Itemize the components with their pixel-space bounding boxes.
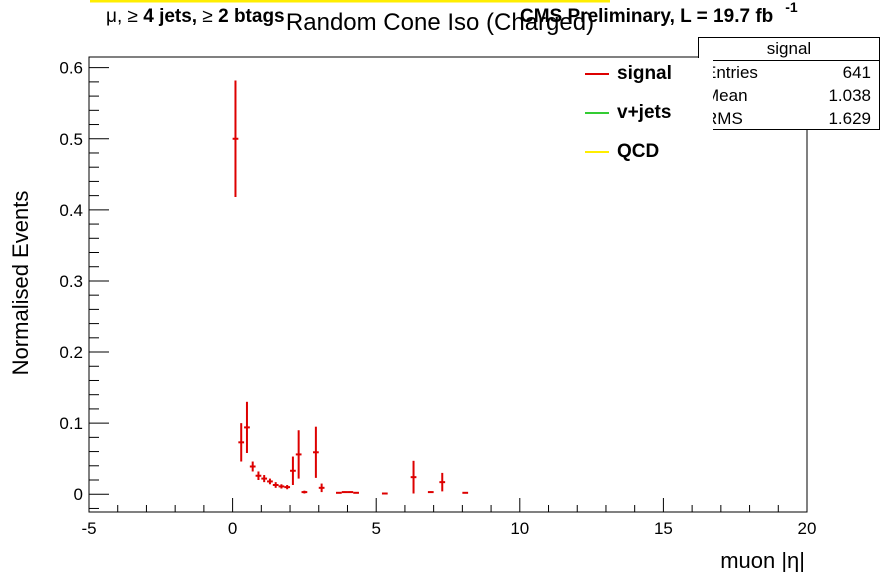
data-point (410, 460, 417, 494)
y-tick-label: 0.5 (59, 130, 83, 149)
data-point (255, 471, 262, 481)
cms-label: CMS Preliminary, L = 19.7 fb -1 (520, 0, 798, 27)
legend-item: QCD (585, 141, 660, 162)
x-axis-label: muon |η| (720, 548, 805, 572)
legend-item: signal (585, 63, 672, 84)
legend: signal v+jets QCD (585, 58, 713, 176)
stats-value: 1.038 (828, 86, 871, 105)
data-point (272, 482, 279, 488)
data-point (249, 461, 256, 472)
data-point (290, 456, 296, 485)
y-tick-label: 0.3 (59, 272, 83, 291)
data-point (232, 80, 239, 198)
y-tick-label: 0 (74, 485, 83, 504)
stats-key: RMS (705, 109, 743, 128)
chart-title: Random Cone Iso (Charged) (286, 9, 594, 36)
legend-swatch (585, 73, 609, 75)
data-points (232, 80, 469, 495)
data-point (261, 475, 268, 483)
x-tick-label: -5 (81, 519, 96, 538)
plot-frame (88, 56, 808, 513)
data-point (341, 491, 348, 494)
y-tick-label: 0.1 (59, 414, 83, 433)
data-point (301, 490, 308, 494)
stats-row: Mean 1.038 (699, 84, 879, 107)
stats-row: RMS 1.629 (699, 107, 879, 130)
legend-item: v+jets (585, 102, 672, 123)
data-point (462, 491, 469, 494)
legend-label: QCD (617, 141, 660, 162)
stats-box: signal Entries 641 Mean 1.038 RMS 1.629 (698, 37, 880, 130)
data-point (295, 430, 302, 479)
x-tick-label: 15 (654, 519, 673, 538)
y-tick-label: 0.2 (59, 343, 83, 362)
data-point (335, 491, 342, 494)
data-point (318, 483, 325, 493)
legend-swatch (585, 151, 609, 153)
x-tick-label: 5 (371, 519, 380, 538)
x-tick-label: 20 (798, 519, 817, 538)
stats-value: 641 (842, 63, 871, 82)
stats-row: Entries 641 (699, 61, 879, 84)
stats-key: Mean (705, 86, 748, 105)
y-tick-label: 0.4 (59, 201, 83, 220)
data-point (278, 484, 285, 489)
x-tick-label: 10 (510, 519, 529, 538)
x-tick-label: 0 (228, 519, 237, 538)
stats-title: signal (699, 38, 879, 61)
data-point (313, 426, 319, 478)
data-point (439, 472, 446, 492)
data-point (347, 491, 354, 494)
legend-label: signal (617, 63, 672, 84)
data-point (244, 401, 250, 453)
data-point (381, 492, 388, 495)
legend-swatch (585, 112, 609, 114)
data-point (353, 491, 359, 494)
data-point (238, 423, 245, 462)
legend-label: v+jets (617, 102, 672, 123)
data-point (427, 491, 434, 494)
data-point (267, 478, 273, 485)
stats-value: 1.629 (828, 109, 871, 128)
axes: -5 0 5 10 15 20 0 0.1 0.2 0.3 0.4 0.5 0.6 (59, 59, 816, 538)
stats-key: Entries (705, 63, 758, 82)
data-point (284, 484, 291, 490)
channel-label: μ, ≥ 4 jets, ≥ 2 btags (106, 6, 285, 27)
y-axis-label: Normalised Events (8, 191, 33, 376)
y-tick-label: 0.6 (59, 59, 83, 78)
stats-rows: Entries 641 Mean 1.038 RMS 1.629 (699, 61, 879, 130)
